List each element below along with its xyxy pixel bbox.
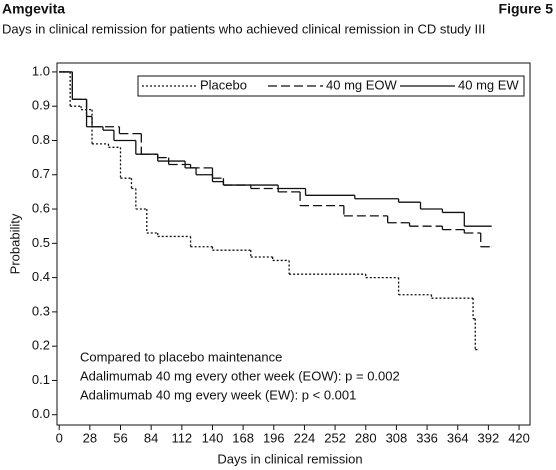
- x-tick-label: 196: [263, 430, 285, 445]
- x-tick-label: 364: [447, 430, 469, 445]
- y-tick-label: 0.3: [32, 303, 50, 318]
- annotation: Compared to placebo maintenance: [80, 349, 282, 364]
- x-tick-label: 280: [355, 430, 377, 445]
- y-tick-label: 0.2: [32, 338, 50, 353]
- header-right: Figure 5: [499, 1, 554, 17]
- y-tick-label: 0.7: [32, 166, 50, 181]
- y-tick-label: 0.8: [32, 132, 50, 147]
- legend-label: 40 mg EW: [458, 77, 519, 92]
- x-tick-label: 308: [386, 430, 408, 445]
- x-tick-label: 112: [171, 430, 192, 445]
- x-tick-label: 336: [416, 430, 438, 445]
- x-tick-label: 224: [294, 430, 316, 445]
- x-axis-label: Days in clinical remission: [217, 451, 362, 466]
- y-tick-label: 0.0: [32, 406, 50, 421]
- header-left: Amgevita: [2, 1, 65, 17]
- x-tick-label: 168: [232, 430, 254, 445]
- x-tick-label: 392: [478, 430, 500, 445]
- annotation: Adalimumab 40 mg every week (EW): p < 0.…: [80, 387, 356, 402]
- x-tick-label: 140: [202, 430, 224, 445]
- legend-label: 40 mg EOW: [326, 77, 398, 92]
- y-tick-label: 1.0: [32, 63, 50, 78]
- x-tick-label: 420: [508, 430, 530, 445]
- y-axis-label: Probability: [7, 213, 22, 274]
- y-tick-label: 0.1: [32, 372, 50, 387]
- chart-title: Days in clinical remission for patients …: [2, 21, 485, 36]
- x-tick-label: 28: [83, 430, 97, 445]
- annotation: Adalimumab 40 mg every other week (EOW):…: [80, 368, 400, 383]
- y-tick-label: 0.5: [32, 235, 50, 250]
- x-tick-label: 84: [144, 430, 158, 445]
- y-tick-label: 0.6: [32, 200, 50, 215]
- legend-box: [137, 75, 525, 97]
- x-tick-label: 252: [324, 430, 346, 445]
- y-tick-label: 0.9: [32, 98, 50, 113]
- plot-frame: [56, 62, 531, 426]
- y-tick-label: 0.4: [32, 269, 50, 284]
- x-tick-label: 56: [113, 430, 127, 445]
- x-tick-label: 0: [56, 430, 63, 445]
- legend-label: Placebo: [200, 77, 247, 92]
